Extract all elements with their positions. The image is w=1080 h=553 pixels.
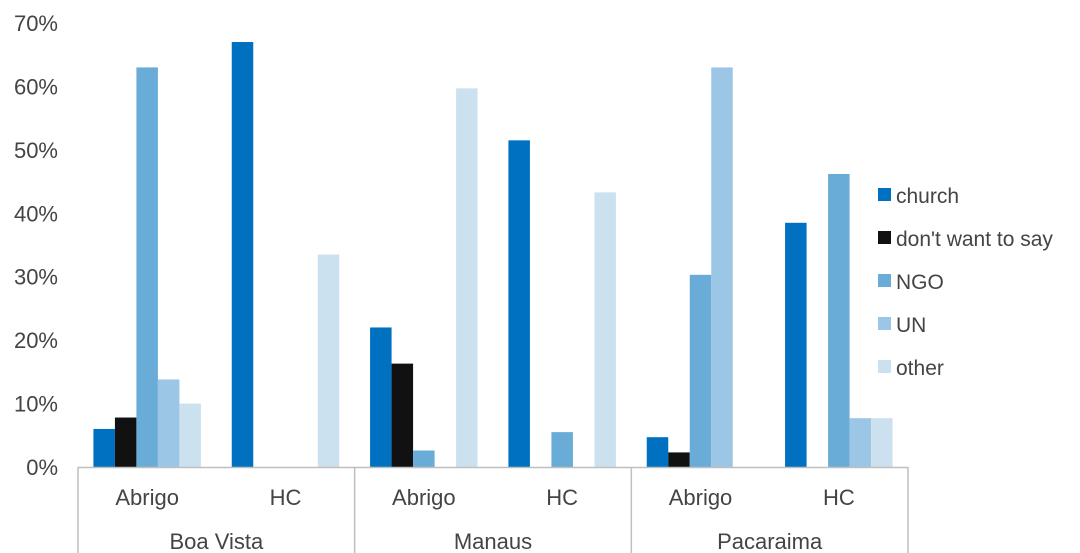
legend-swatch [878, 231, 891, 244]
y-axis: 0% 10% 20% 30% 40% 50% 60% 70% [14, 11, 58, 480]
legend-swatch [878, 274, 891, 287]
category-label: Abrigo [115, 485, 179, 510]
bar-don-t-want-to-say [668, 452, 690, 467]
bar-church [231, 42, 254, 467]
bar-ngo [828, 173, 850, 467]
bar-church [370, 327, 392, 467]
y-tick-label: 50% [14, 138, 58, 163]
legend-label: UN [896, 314, 926, 337]
y-tick-label: 30% [14, 265, 58, 290]
group-label: Pacaraima [717, 529, 823, 553]
legend-swatch [878, 317, 891, 330]
legend: church don't want to say NGO UN other [878, 185, 1053, 380]
legend-swatch [878, 188, 891, 201]
y-tick-label: 40% [14, 201, 58, 226]
bar-other [871, 418, 893, 467]
bar-don-t-want-to-say [391, 363, 414, 467]
bar-un [157, 379, 180, 467]
bar-other [456, 88, 478, 467]
bars [93, 42, 893, 468]
bar-un [849, 418, 872, 467]
bar-other [179, 403, 201, 467]
bar-church [508, 140, 530, 467]
bar-other [317, 254, 340, 467]
group-label: Boa Vista [169, 529, 264, 553]
y-tick-label: 70% [14, 11, 58, 36]
category-label: HC [270, 485, 302, 510]
y-tick-label: 10% [14, 392, 58, 417]
legend-label: NGO [896, 271, 944, 294]
bar-church [646, 437, 669, 467]
y-tick-label: 20% [14, 328, 58, 353]
legend-label: other [896, 357, 944, 380]
bar-ngo [551, 432, 573, 467]
bar-don-t-want-to-say [114, 417, 137, 467]
bar-ngo [136, 67, 158, 468]
category-label: HC [546, 485, 578, 510]
legend-label: church [896, 185, 959, 208]
bar-other [594, 192, 616, 467]
legend-label: don't want to say [896, 228, 1053, 251]
y-tick-label: 0% [26, 455, 58, 480]
category-label: Abrigo [669, 485, 733, 510]
legend-swatch [878, 360, 891, 373]
bar-ngo [413, 450, 435, 467]
y-tick-label: 60% [14, 74, 58, 99]
group-label: Manaus [454, 529, 532, 553]
bar-church [785, 222, 807, 467]
category-label: Abrigo [392, 485, 456, 510]
bar-church [93, 428, 115, 467]
bar-un [711, 67, 733, 468]
category-label: HC [823, 485, 855, 510]
bar-ngo [689, 274, 712, 467]
